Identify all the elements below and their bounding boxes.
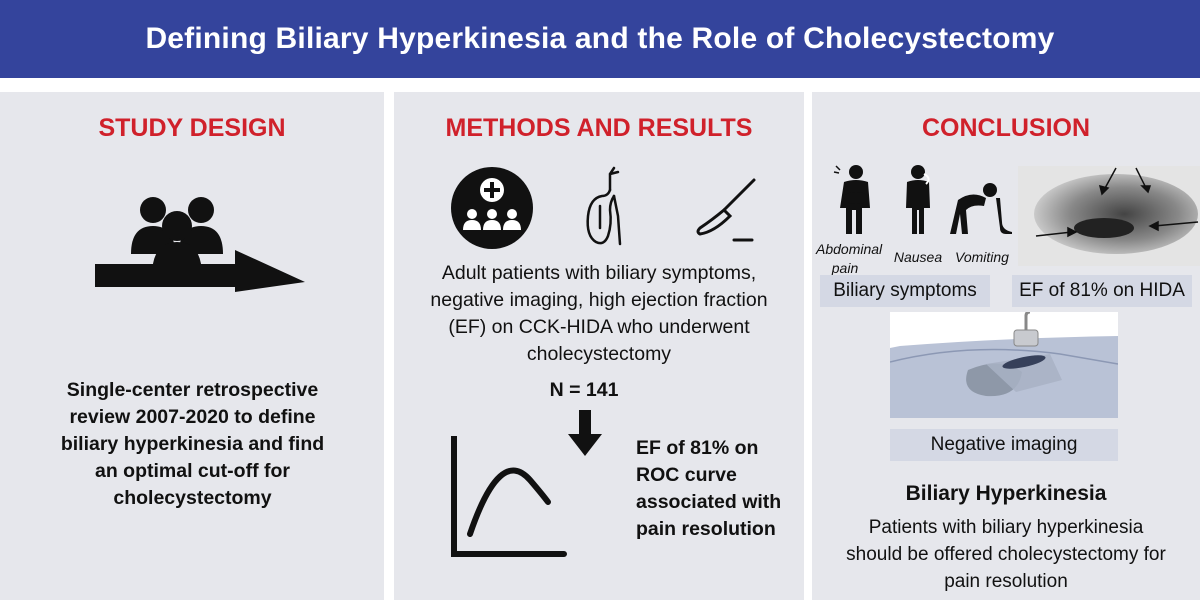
vomiting-label: Vomiting: [955, 249, 1009, 265]
abdominal-pain-label: Abdominal pain: [816, 241, 883, 276]
ultrasound-image: [890, 312, 1118, 418]
study-design-title: STUDY DESIGN: [98, 114, 286, 142]
pill-biliary-symptoms: Biliary symptoms: [820, 275, 990, 307]
biliary-hyperkinesia-text: Patients with biliary hyperkinesia shoul…: [846, 517, 1166, 592]
nausea-icon: [906, 165, 930, 234]
conclusion-panel: CONCLUSION Abdominal pain Nausea Vomitin…: [812, 92, 1200, 600]
conclusion-title: CONCLUSION: [921, 114, 1091, 142]
group-forward-arrow-icon: [95, 197, 305, 292]
down-arrow-icon: [568, 410, 602, 456]
abdominal-pain-icon: [833, 165, 870, 234]
roc-result-text: EF of 81% on ROC curve associated with p…: [636, 437, 782, 540]
gallbladder-icon: [586, 166, 622, 246]
page-title: Defining Biliary Hyperkinesia and the Ro…: [145, 22, 1055, 55]
study-design-text: Single-center retrospective review 2007-…: [60, 379, 325, 509]
hida-scan-image: [1018, 166, 1200, 266]
nausea-label: Nausea: [893, 249, 943, 265]
study-design-panel: STUDY DESIGN Single-center retrospective…: [0, 92, 384, 600]
methods-results-panel: METHODS AND RESULTS Adult patients with …: [394, 92, 804, 600]
header-banner: Defining Biliary Hyperkinesia and the Ro…: [0, 0, 1200, 78]
biliary-hyperkinesia-title: Biliary Hyperkinesia: [905, 482, 1107, 505]
pill-negative-imaging: Negative imaging: [890, 429, 1118, 461]
pill-ef-hida: EF of 81% on HIDA: [1012, 275, 1192, 307]
roc-curve-icon: [451, 436, 567, 557]
patients-criteria-text: Adult patients with biliary symptoms, ne…: [430, 262, 768, 365]
sample-size-text: N = 141: [549, 379, 619, 401]
vomiting-icon: [950, 183, 1012, 234]
patients-plus-icon: [451, 167, 533, 249]
scalpel-icon: [696, 178, 756, 242]
methods-results-title: METHODS AND RESULTS: [445, 114, 753, 142]
